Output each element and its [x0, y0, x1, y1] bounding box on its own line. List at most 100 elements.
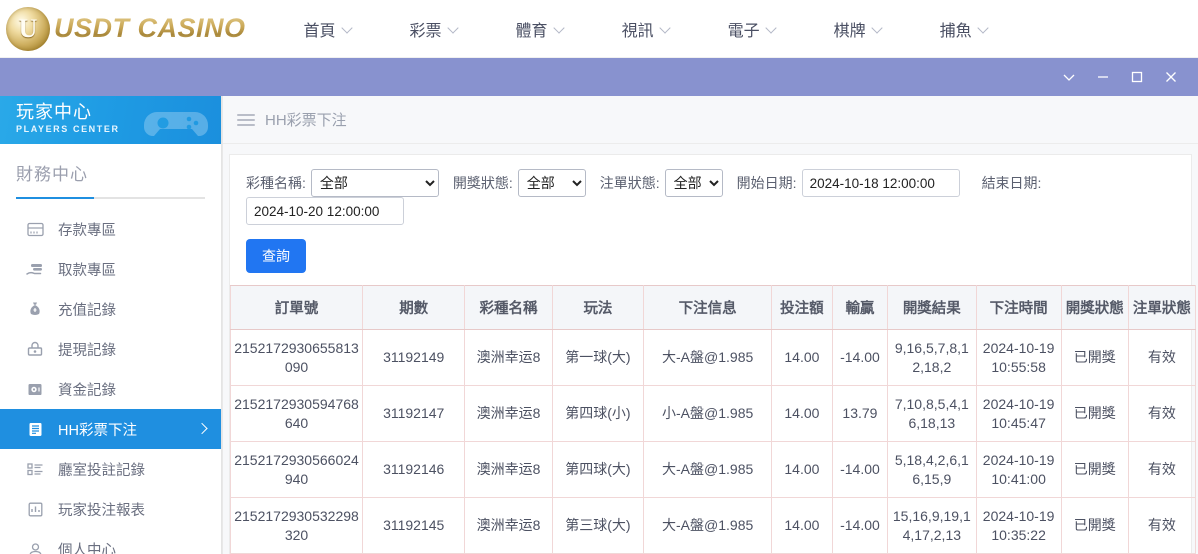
nav-item-home[interactable]: 首頁	[304, 11, 354, 47]
nav-item-sports[interactable]: 體育	[516, 11, 566, 47]
cell-bet-time: 2024-10-19 10:45:47	[976, 385, 1062, 442]
cell-period: 31192149	[362, 329, 466, 386]
cell-order-status: 有效	[1128, 497, 1197, 554]
cell-draw-status: 已開獎	[1061, 497, 1129, 554]
sidebar-item-withdrawal-records[interactable]: 提現記錄	[0, 329, 221, 369]
cell-order-status: 有效	[1128, 385, 1197, 442]
cell-play-type: 第一球(大)	[552, 329, 645, 386]
sidebar-item-hall-bet-records[interactable]: 廳室投註記錄	[0, 449, 221, 489]
money-bag-icon	[24, 301, 46, 317]
chevron-down-icon	[343, 23, 354, 34]
end-date-label: 結束日期:	[981, 175, 1042, 191]
sidebar-item-player-bet-report[interactable]: 玩家投注報表	[0, 489, 221, 529]
nav-item-slots[interactable]: 電子	[728, 11, 778, 47]
sidebar-item-hh-lottery-bets[interactable]: HH彩票下注	[0, 409, 221, 449]
start-date-input[interactable]	[801, 169, 960, 197]
cell-game-name: 澳洲幸运8	[464, 497, 553, 554]
filter-action-row: 查詢	[230, 237, 1191, 285]
cell-bet-info: 大-A盤@1.985	[643, 329, 773, 386]
end-date-input[interactable]	[246, 197, 404, 225]
nav-item-fishing[interactable]: 捕魚	[940, 11, 990, 47]
main-content: HH彩票下注 彩種名稱: 全部 開獎狀態: 全部 注單狀態: 全部	[222, 96, 1198, 554]
cell-bet-info: 小-A盤@1.985	[643, 385, 773, 442]
sidebar-item-recharge-records[interactable]: 充值記錄	[0, 289, 221, 329]
order-status-label: 注單狀態:	[599, 175, 660, 191]
table-body: 2152172930655813090 31192149 澳洲幸运8 第一球(大…	[229, 329, 1197, 554]
cash-out-icon	[24, 341, 46, 357]
table-row[interactable]: 2152172930532298320 31192145 澳洲幸运8 第三球(大…	[229, 497, 1197, 554]
cell-order-no: 2152172930532298320	[229, 497, 364, 554]
hamburger-icon[interactable]	[237, 111, 255, 129]
deposit-card-icon	[24, 222, 46, 237]
cell-bet-info: 大-A盤@1.985	[643, 497, 773, 554]
cell-draw-result: 15,16,9,19,14,17,2,13	[887, 497, 977, 554]
cell-bet-info: 大-A盤@1.985	[643, 441, 773, 498]
col-draw-result: 開獎結果	[887, 285, 977, 330]
col-bet-time: 下注時間	[976, 285, 1062, 330]
sidebar-section: 財務中心	[0, 144, 221, 199]
minimize-icon[interactable]	[1086, 62, 1120, 92]
cell-order-no: 2152172930655813090	[229, 329, 364, 386]
chevron-down-icon	[873, 23, 884, 34]
user-center-icon	[24, 542, 46, 554]
cell-game-name: 澳洲幸运8	[464, 329, 553, 386]
col-order-no: 訂單號	[229, 285, 364, 330]
table-row[interactable]: 2152172930594768640 31192147 澳洲幸运8 第四球(小…	[229, 385, 1197, 442]
sidebar-item-deposit[interactable]: 存款專區	[0, 209, 221, 249]
table-row[interactable]: 2152172930566024940 31192146 澳洲幸运8 第四球(大…	[229, 441, 1197, 498]
sidebar-item-fund-records[interactable]: 資金記錄	[0, 369, 221, 409]
chevron-down-icon	[555, 23, 566, 34]
page-header: HH彩票下注	[223, 96, 1198, 144]
table-row[interactable]: 2152172930655813090 31192149 澳洲幸运8 第一球(大…	[229, 329, 1197, 386]
table-head: 訂單號 期數 彩種名稱 玩法 下注信息 投注額 輸贏 開獎結果 下注時間 開獎狀…	[229, 285, 1197, 330]
query-button[interactable]: 查詢	[246, 239, 306, 273]
close-icon[interactable]	[1154, 62, 1188, 92]
sidebar-item-withdraw[interactable]: 取款專區	[0, 249, 221, 289]
chevron-down-icon	[767, 23, 778, 34]
nav-label: 彩票	[409, 22, 442, 40]
maximize-icon[interactable]	[1120, 62, 1154, 92]
sidebar-item-label: 個人中心	[58, 542, 116, 554]
nav-label: 視訊	[621, 22, 654, 40]
main-menu: 首頁 彩票 體育 視訊 電子 棋牌 捕魚	[304, 11, 990, 47]
order-status-select[interactable]: 全部	[664, 169, 723, 197]
nav-label: 捕魚	[939, 22, 972, 40]
window-control-bar	[0, 58, 1198, 96]
cell-draw-status: 已開獎	[1061, 329, 1129, 386]
lottery-name-select[interactable]: 全部	[310, 169, 439, 197]
cell-bet-time: 2024-10-19 10:35:22	[976, 497, 1062, 554]
chart-report-icon	[24, 502, 46, 517]
bets-table-wrapper: 訂單號 期數 彩種名稱 玩法 下注信息 投注額 輸贏 開獎結果 下注時間 開獎狀…	[229, 285, 1197, 554]
sidebar-item-label: 充值記錄	[58, 302, 116, 319]
cell-profit-loss: 13.79	[832, 385, 889, 442]
section-underline	[16, 197, 205, 199]
sidebar-header: 玩家中心 PLAYERS CENTER	[0, 96, 221, 144]
cell-bet-amount: 14.00	[771, 441, 833, 498]
col-play-type: 玩法	[552, 285, 645, 330]
content-panel: 彩種名稱: 全部 開獎狀態: 全部 注單狀態: 全部 開始日期: 結束日期:	[229, 154, 1197, 554]
sidebar-item-label: 取款專區	[58, 262, 116, 279]
col-draw-status: 開獎狀態	[1061, 285, 1129, 330]
chevron-down-icon[interactable]	[1052, 62, 1086, 92]
bets-table: 訂單號 期數 彩種名稱 玩法 下注信息 投注額 輸贏 開獎結果 下注時間 開獎狀…	[229, 285, 1197, 554]
report-list-icon	[24, 462, 46, 476]
sidebar-item-label: 資金記錄	[58, 382, 116, 399]
cell-draw-status: 已開獎	[1061, 441, 1129, 498]
sidebar-item-personal-center[interactable]: 個人中心	[0, 529, 221, 554]
nav-item-live[interactable]: 視訊	[622, 11, 672, 47]
nav-item-cardgames[interactable]: 棋牌	[834, 11, 884, 47]
nav-item-lottery[interactable]: 彩票	[410, 11, 460, 47]
cell-game-name: 澳洲幸运8	[464, 385, 553, 442]
brand-logo-letter: U	[18, 13, 38, 43]
cell-profit-loss: -14.00	[832, 441, 889, 498]
filter-bar: 彩種名稱: 全部 開獎狀態: 全部 注單狀態: 全部 開始日期: 結束日期:	[230, 155, 1191, 237]
col-profit-loss: 輸贏	[832, 285, 889, 330]
cell-bet-amount: 14.00	[771, 329, 833, 386]
cell-order-no: 2152172930594768640	[229, 385, 364, 442]
cell-profit-loss: -14.00	[832, 329, 889, 386]
brand-logo-area[interactable]: U USDT CASINO	[0, 6, 246, 51]
sidebar-item-label: HH彩票下注	[58, 422, 137, 439]
draw-status-select[interactable]: 全部	[517, 169, 586, 197]
nav-label: 電子	[727, 22, 760, 40]
chevron-down-icon	[661, 23, 672, 34]
